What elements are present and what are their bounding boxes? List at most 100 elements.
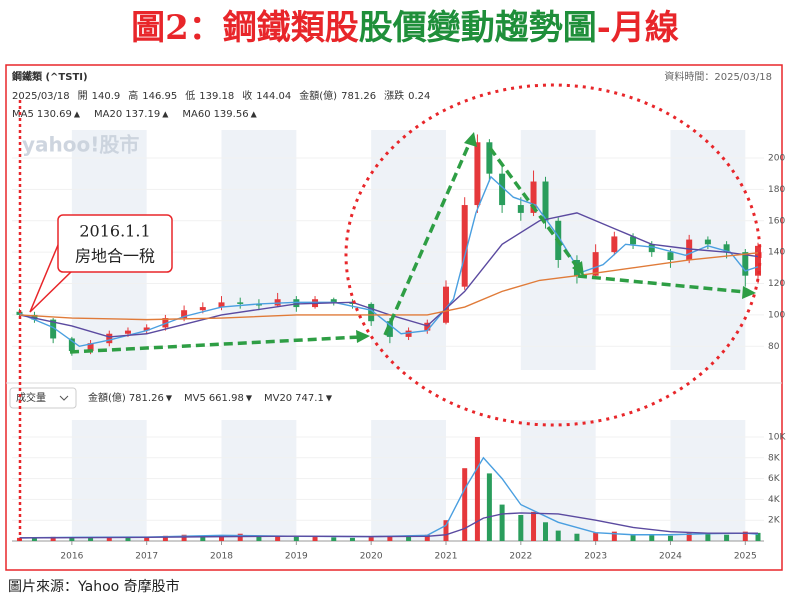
volume-bar [474, 437, 480, 541]
volume-bar [424, 534, 430, 541]
legend-name: MA20 [94, 109, 122, 120]
arrow-heads [356, 132, 756, 343]
candle-body [686, 239, 693, 260]
candle-body [293, 299, 300, 308]
legend-name: MV5 [184, 393, 206, 404]
legend-trend: ▲ [251, 110, 258, 119]
legend-value: 747.1 [295, 393, 324, 404]
quote-label: 金額(億) [299, 89, 337, 102]
volume-bar [742, 531, 748, 541]
candle-body [486, 142, 493, 174]
volume-bar [649, 535, 655, 541]
volume-bar [499, 504, 505, 541]
volume-bar [611, 531, 617, 541]
x-tick-label: 2017 [135, 552, 158, 562]
candle-body [592, 252, 599, 276]
quote-value: 140.9 [92, 91, 121, 102]
legend-name: MA5 [12, 109, 34, 120]
year-band [371, 420, 446, 541]
year-band [71, 420, 147, 541]
trend-arrow [69, 335, 361, 354]
legend-value: 661.98 [209, 393, 244, 404]
x-tick-label: 2018 [210, 552, 233, 562]
x-tick-label: 2020 [360, 552, 383, 562]
source-note: 圖片來源：Yahoo 奇摩股市 [8, 578, 180, 595]
volume-bar [256, 536, 262, 541]
volume-bar [630, 534, 636, 541]
y-tick-label: 100 [768, 310, 785, 320]
candle-body [667, 252, 674, 260]
candle-body [386, 321, 393, 337]
volume-bar [331, 537, 337, 541]
title-part: 股價變動趨勢圖 [359, 8, 597, 48]
candle-body [742, 252, 749, 276]
year-band [670, 420, 746, 541]
volume-bar [125, 537, 131, 541]
y-tick-label: 2K [768, 516, 781, 526]
candle-body [218, 302, 225, 308]
x-tick-label: 2019 [285, 552, 308, 562]
trend-arrows [69, 141, 746, 354]
quote-value: 139.18 [199, 91, 234, 102]
candle-body [181, 310, 188, 319]
quote-label: 收 [242, 89, 252, 102]
legend-value: 130.69 [37, 109, 72, 120]
x-tick-label: 2021 [435, 552, 458, 562]
x-tick-label: 2022 [509, 552, 532, 562]
candle-body [499, 173, 506, 206]
volume-bar [705, 533, 711, 541]
candle-body [68, 338, 75, 352]
quote-value: 144.04 [256, 91, 291, 102]
volume-bar [144, 537, 150, 541]
volume-bar [486, 473, 492, 541]
quote-label: 高 [128, 89, 138, 102]
volume-bar [368, 536, 374, 541]
selector-caret [59, 395, 69, 401]
quote-label: 開 [78, 90, 88, 102]
arrow-head [742, 286, 756, 299]
volume-bar [162, 535, 168, 541]
y-tick-label: 6K [768, 474, 781, 484]
candle-body [330, 299, 337, 303]
legend-trend: ▲ [162, 110, 169, 119]
volume-bar [387, 535, 393, 541]
volume-bar [50, 536, 56, 541]
y-tick-label: 80 [768, 342, 780, 352]
legend-trend: ▼ [166, 394, 173, 403]
volume-bar [755, 532, 761, 541]
volume-bar [406, 536, 412, 541]
x-tick-label: 2024 [659, 552, 682, 562]
chart-title: 圖2：鋼鐵類股股價變動趨勢圖-月線 [131, 8, 679, 48]
quote-value: 0.24 [408, 91, 430, 102]
legend-value: 781.26 [129, 393, 164, 404]
legend-name: 金額(億) [88, 391, 126, 404]
volume-bar [181, 534, 187, 541]
year-band [221, 420, 297, 541]
candle-body [368, 303, 375, 322]
candle-body [611, 236, 618, 253]
volume-bar [543, 522, 549, 541]
ma-line [19, 175, 759, 348]
legend-name: MV20 [264, 393, 292, 404]
candle-body [442, 286, 449, 323]
y-tick-label: 200 [768, 153, 785, 163]
candle-body [255, 303, 262, 306]
volume-bar [219, 535, 225, 541]
candle-body [755, 245, 762, 276]
volume-bar [531, 511, 537, 541]
title-part: 圖2：鋼鐵類股 [131, 8, 359, 48]
y-tick-label: 4K [768, 495, 781, 505]
legend-value: 139.56 [214, 109, 249, 120]
legend-trend: ▼ [326, 394, 333, 403]
volume-bar [518, 515, 524, 541]
volume-bar [667, 535, 673, 541]
candle-body [542, 181, 549, 221]
volume-bar [200, 536, 206, 541]
candle-body [124, 330, 131, 334]
candle-body [274, 299, 281, 306]
candle-body [349, 302, 356, 304]
legend-value: 137.19 [125, 109, 160, 120]
ma-line [19, 212, 759, 338]
ma-line [19, 252, 759, 321]
y-tick-label: 160 [768, 216, 785, 226]
